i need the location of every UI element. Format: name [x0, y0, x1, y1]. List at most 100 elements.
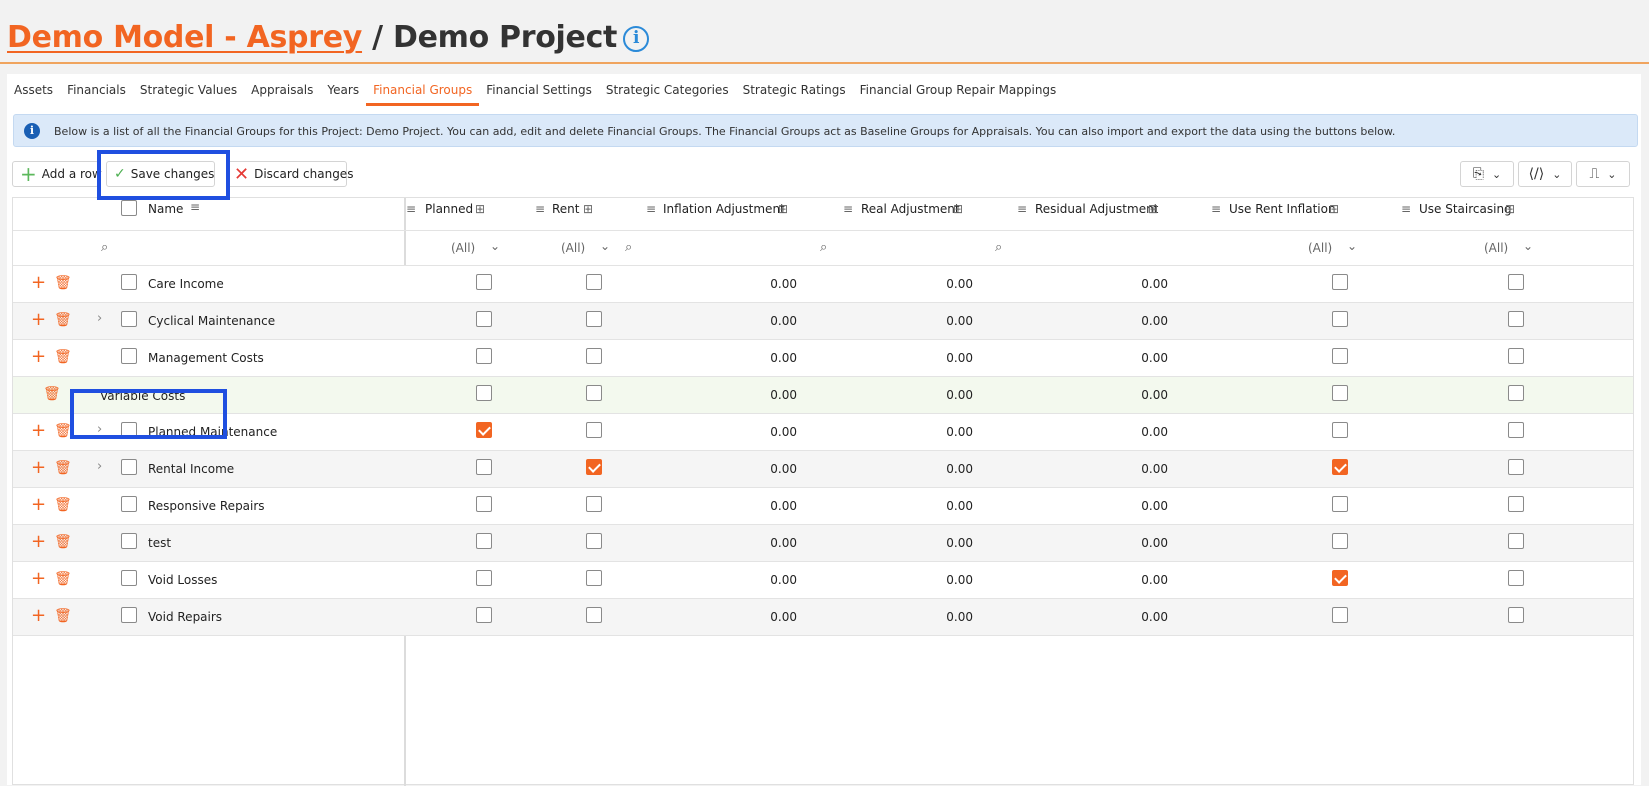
add-child-icon[interactable]: + [31, 272, 47, 293]
chevron-down-icon[interactable]: ⌄ [490, 239, 501, 253]
add-child-icon[interactable]: + [31, 531, 47, 552]
value-inflation[interactable]: 0.00 [770, 610, 797, 624]
value-inflation[interactable]: 0.00 [770, 351, 797, 365]
checkbox-use-rent-inflation[interactable] [1332, 311, 1348, 327]
delete-icon[interactable]: 🗑 [54, 497, 72, 513]
delete-icon[interactable]: 🗑 [54, 275, 72, 291]
tab-financials[interactable]: Financials [67, 83, 126, 97]
checkbox-rent[interactable] [586, 274, 602, 290]
search-icon[interactable]: ⌕ [995, 240, 1003, 255]
value-real[interactable]: 0.00 [946, 388, 973, 402]
column-chooser-icon[interactable]: ⊞ [583, 202, 594, 216]
checkbox-use-staircasing[interactable] [1508, 496, 1524, 512]
value-residual[interactable]: 0.00 [1141, 573, 1168, 587]
checkbox-use-rent-inflation[interactable] [1332, 459, 1348, 475]
checkbox-use-staircasing[interactable] [1508, 533, 1524, 549]
filter-icon[interactable]: ≡ [1017, 202, 1028, 216]
filter-icon[interactable]: ≡ [406, 202, 417, 216]
discard-changes-button[interactable]: ✕ Discard changes [226, 161, 353, 187]
tab-strategic-values[interactable]: Strategic Values [139, 83, 238, 97]
row-select-checkbox[interactable] [121, 422, 137, 438]
tab-financial-settings[interactable]: Financial Settings [486, 83, 592, 97]
chevron-down-icon[interactable]: ⌄ [1523, 239, 1534, 253]
tab-financial-groups[interactable]: Financial Groups [366, 74, 480, 106]
search-icon[interactable]: ⌕ [625, 240, 633, 255]
value-residual[interactable]: 0.00 [1141, 277, 1168, 291]
checkbox-rent[interactable] [586, 311, 602, 327]
delete-icon[interactable]: 🗑 [54, 349, 72, 365]
checkbox-use-staircasing[interactable] [1508, 348, 1524, 364]
column-header-name[interactable]: Name [148, 202, 184, 216]
tab-strategic-categories[interactable]: Strategic Categories [605, 83, 729, 97]
tab-financial-group-repair-mappings[interactable]: Financial Group Repair Mappings [859, 83, 1057, 97]
delete-icon[interactable]: 🗑 [54, 608, 72, 624]
chevron-down-icon[interactable]: ⌄ [600, 239, 611, 253]
filter-dropdown-planned[interactable]: (All) [451, 241, 476, 255]
add-child-icon[interactable]: + [31, 420, 47, 441]
row-select-checkbox[interactable] [121, 496, 137, 512]
filter-dropdown-use-rent-inflation[interactable]: (All) [1308, 241, 1333, 255]
select-all-checkbox[interactable] [121, 200, 137, 216]
checkbox-use-staircasing[interactable] [1508, 570, 1524, 586]
column-chooser-icon[interactable]: ⊞ [1329, 202, 1340, 216]
value-real[interactable]: 0.00 [946, 277, 973, 291]
checkbox-use-staircasing[interactable] [1508, 311, 1524, 327]
checkbox-rent[interactable] [586, 459, 602, 475]
row-select-checkbox[interactable] [121, 348, 137, 364]
value-inflation[interactable]: 0.00 [770, 462, 797, 476]
checkbox-rent[interactable] [586, 348, 602, 364]
column-header-real[interactable]: Real Adjustment [861, 202, 960, 216]
checkbox-planned[interactable] [476, 311, 492, 327]
column-header-rent[interactable]: Rent [552, 202, 580, 216]
value-residual[interactable]: 0.00 [1141, 388, 1168, 402]
value-residual[interactable]: 0.00 [1141, 462, 1168, 476]
column-chooser-icon[interactable]: ⊞ [1148, 202, 1159, 216]
value-real[interactable]: 0.00 [946, 573, 973, 587]
tab-appraisals[interactable]: Appraisals [251, 83, 314, 97]
value-residual[interactable]: 0.00 [1141, 351, 1168, 365]
value-inflation[interactable]: 0.00 [770, 277, 797, 291]
value-residual[interactable]: 0.00 [1141, 314, 1168, 328]
column-header-residual[interactable]: Residual Adjustment [1035, 202, 1159, 216]
delete-icon[interactable]: 🗑 [54, 460, 72, 476]
checkbox-planned[interactable] [476, 533, 492, 549]
filter-icon[interactable]: ≡ [1401, 202, 1412, 216]
filter-dropdown-rent[interactable]: (All) [561, 241, 586, 255]
checkbox-use-rent-inflation[interactable] [1332, 274, 1348, 290]
value-inflation[interactable]: 0.00 [770, 425, 797, 439]
tab-assets[interactable]: Assets [14, 83, 54, 97]
filter-icon[interactable]: ≡ [843, 202, 854, 216]
add-child-icon[interactable]: + [31, 346, 47, 367]
export-chart-button[interactable]: ⎍ ⌄ [1576, 161, 1630, 187]
checkbox-planned[interactable] [476, 607, 492, 623]
row-select-checkbox[interactable] [121, 274, 137, 290]
chevron-right-icon[interactable]: › [97, 311, 103, 326]
tab-strategic-ratings[interactable]: Strategic Ratings [742, 83, 846, 97]
column-chooser-icon[interactable]: ⊞ [475, 202, 486, 216]
checkbox-planned[interactable] [476, 348, 492, 364]
checkbox-planned[interactable] [476, 459, 492, 475]
add-row-button[interactable]: + Add a row [12, 161, 102, 187]
value-inflation[interactable]: 0.00 [770, 388, 797, 402]
filter-icon[interactable]: ≡ [646, 202, 657, 216]
add-child-icon[interactable]: + [31, 457, 47, 478]
column-chooser-icon[interactable]: ⊞ [953, 202, 964, 216]
checkbox-use-staircasing[interactable] [1508, 385, 1524, 401]
row-select-checkbox[interactable] [121, 533, 137, 549]
checkbox-use-rent-inflation[interactable] [1332, 348, 1348, 364]
chevron-down-icon[interactable]: ⌄ [1347, 239, 1358, 253]
checkbox-use-staircasing[interactable] [1508, 274, 1524, 290]
search-icon[interactable]: ⌕ [101, 240, 109, 255]
model-link[interactable]: Demo Model - Asprey [7, 20, 363, 55]
column-header-use-rent-inflation[interactable]: Use Rent Inflation [1229, 202, 1336, 216]
checkbox-use-rent-inflation[interactable] [1332, 607, 1348, 623]
checkbox-use-rent-inflation[interactable] [1332, 533, 1348, 549]
checkbox-planned[interactable] [476, 274, 492, 290]
checkbox-rent[interactable] [586, 607, 602, 623]
checkbox-use-rent-inflation[interactable] [1332, 570, 1348, 586]
delete-icon[interactable]: 🗑 [54, 534, 72, 550]
checkbox-use-staircasing[interactable] [1508, 607, 1524, 623]
value-inflation[interactable]: 0.00 [770, 499, 797, 513]
value-real[interactable]: 0.00 [946, 351, 973, 365]
column-header-inflation[interactable]: Inflation Adjustment [663, 202, 785, 216]
